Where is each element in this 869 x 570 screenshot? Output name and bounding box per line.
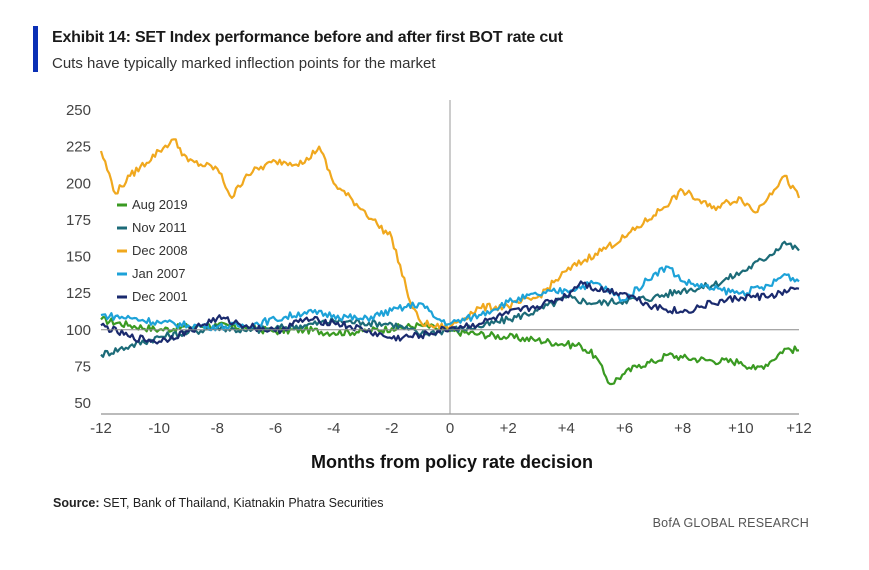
x-tick-label: -4: [327, 420, 340, 437]
series-line-dec-2008: [99, 138, 801, 331]
source-text: SET, Bank of Thailand, Kiatnakin Phatra …: [103, 496, 384, 510]
exhibit-title: Exhibit 14: SET Index performance before…: [52, 29, 563, 46]
x-tick-label: -8: [211, 420, 224, 437]
x-tick-label: +6: [616, 420, 633, 437]
exhibit-subtitle: Cuts have typically marked inflection po…: [52, 55, 436, 72]
legend-label: Dec 2001: [132, 289, 188, 304]
y-tick-label: 75: [74, 358, 91, 375]
series-line-jan-2007: [100, 265, 800, 332]
x-tick-label: +8: [674, 420, 691, 437]
y-tick-label: 225: [66, 139, 91, 156]
x-tick-label: -12: [90, 420, 112, 437]
source-label: Source:: [53, 496, 100, 510]
y-tick-label: 250: [66, 102, 91, 119]
y-tick-label: 100: [66, 322, 91, 339]
x-tick-label: +4: [558, 420, 575, 437]
legend-label: Aug 2019: [132, 197, 188, 212]
legend-label: Jan 2007: [132, 266, 186, 281]
title-accent-bar: [33, 26, 38, 72]
y-tick-label: 125: [66, 285, 91, 302]
y-tick-label: 50: [74, 395, 91, 412]
y-tick-label: 175: [66, 212, 91, 229]
x-tick-label: -10: [148, 420, 170, 437]
y-tick-label: 150: [66, 249, 91, 266]
source-note: Source: SET, Bank of Thailand, Kiatnakin…: [53, 496, 384, 510]
y-tick-label: 200: [66, 175, 91, 192]
x-tick-label: -6: [269, 420, 282, 437]
brand-label: BofA GLOBAL RESEARCH: [652, 516, 809, 530]
legend-label: Dec 2008: [132, 243, 188, 258]
series-line-dec-2001: [100, 280, 800, 345]
x-tick-label: +10: [728, 420, 753, 437]
x-tick-label: +2: [500, 420, 517, 437]
x-tick-label: +12: [786, 420, 811, 437]
x-tick-label: -2: [385, 420, 398, 437]
x-axis-title: Months from policy rate decision: [311, 452, 593, 472]
legend-label: Nov 2011: [132, 220, 187, 235]
x-tick-label: 0: [446, 420, 454, 437]
